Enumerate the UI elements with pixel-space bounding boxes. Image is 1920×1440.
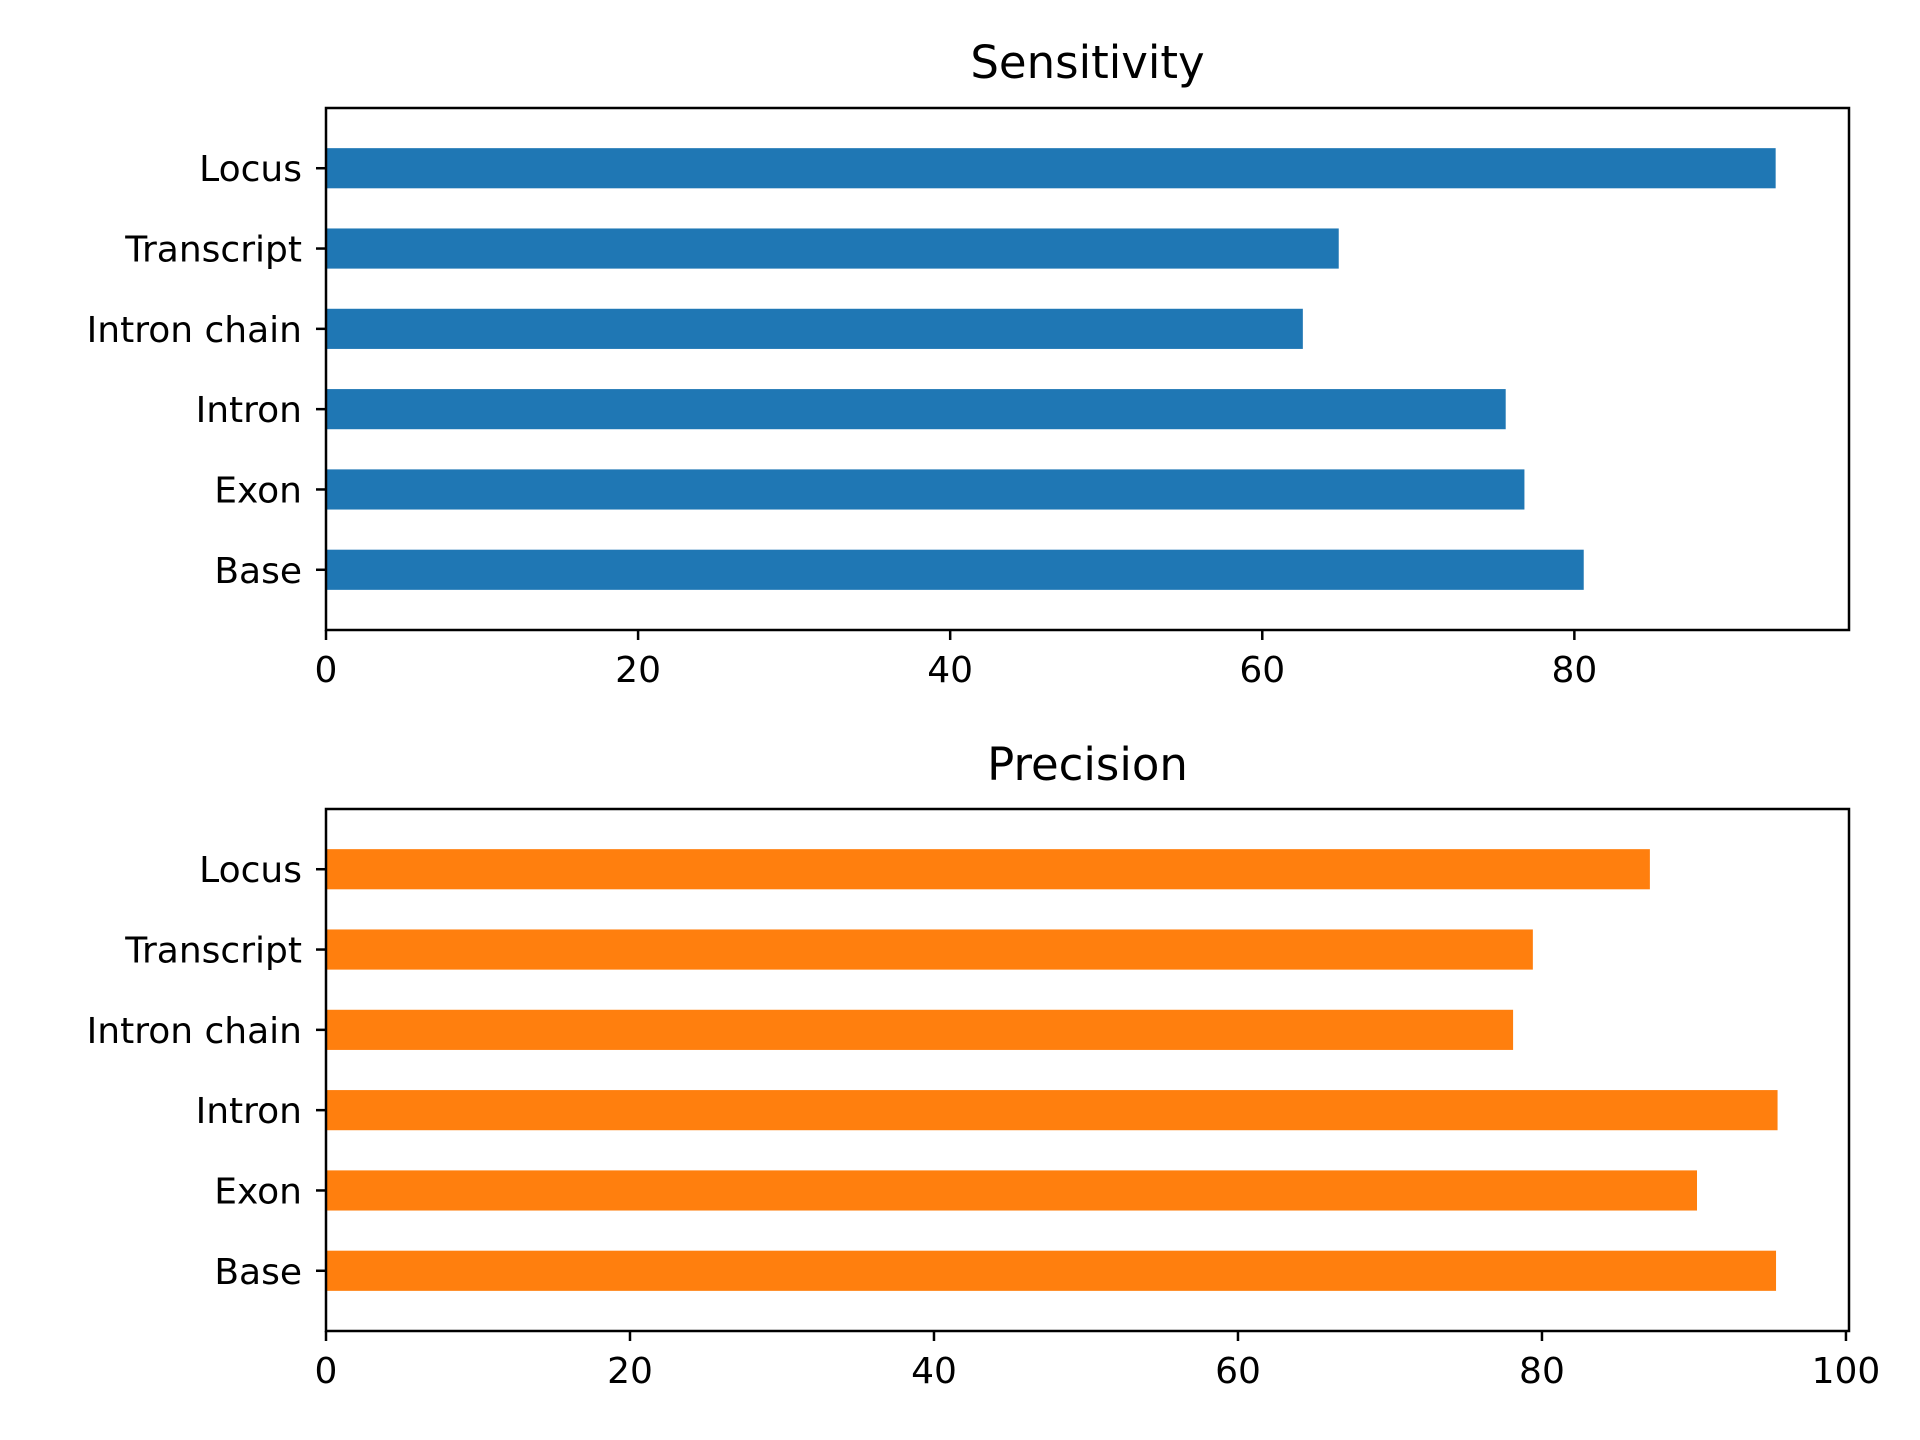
sensitivity-chart-title: Sensitivity — [970, 36, 1204, 89]
precision-bar-locus — [326, 849, 1650, 890]
precision-y-tick-label-base: Base — [214, 1252, 302, 1293]
sensitivity-bar-exon — [326, 469, 1525, 510]
precision-y-tick-label-intron-chain: Intron chain — [87, 1011, 302, 1052]
precision-bar-transcript — [326, 929, 1533, 970]
sensitivity-x-tick-label-60: 60 — [1239, 650, 1285, 691]
sensitivity-y-tick-label-intron-chain: Intron chain — [87, 310, 302, 351]
precision-bar-exon — [326, 1170, 1698, 1211]
sensitivity-x-tick-label-20: 20 — [615, 650, 661, 691]
precision-bar-base — [326, 1250, 1777, 1291]
precision-y-tick-label-locus: Locus — [199, 850, 302, 891]
precision-x-tick-label-100: 100 — [1812, 1351, 1881, 1392]
sensitivity-x-tick-label-0: 0 — [315, 650, 338, 691]
precision-x-tick-label-20: 20 — [607, 1351, 653, 1392]
precision-x-tick-label-60: 60 — [1215, 1351, 1261, 1392]
sensitivity-y-tick-label-exon: Exon — [214, 470, 302, 511]
precision-y-tick-label-transcript: Transcript — [124, 931, 302, 972]
sensitivity-bar-transcript — [326, 228, 1339, 269]
precision-axes-frame — [324, 807, 1851, 1333]
precision-y-tick-label-intron: Intron — [196, 1091, 302, 1132]
sensitivity-panel: Sensitivity Base Exon Intron Intron chain Tra… — [87, 36, 1851, 691]
sensitivity-bar-intron — [326, 389, 1506, 430]
precision-panel: Precision Base Exon Intron Intron chain Trans… — [87, 738, 1881, 1392]
precision-x-tick-label-40: 40 — [911, 1351, 957, 1392]
precision-bar-intron — [326, 1090, 1778, 1131]
precision-bar-intron-chain — [326, 1009, 1514, 1050]
sensitivity-y-tick-label-locus: Locus — [199, 149, 302, 190]
sensitivity-y-tick-label-base: Base — [214, 551, 302, 592]
sensitivity-axes-frame — [324, 106, 1851, 632]
sensitivity-bar-intron-chain — [326, 308, 1303, 349]
sensitivity-bar-base — [326, 549, 1584, 590]
sensitivity-x-tick-label-80: 80 — [1551, 650, 1597, 691]
sensitivity-y-tick-label-transcript: Transcript — [124, 230, 302, 271]
sensitivity-x-tick-label-40: 40 — [927, 650, 973, 691]
precision-chart-title: Precision — [987, 738, 1188, 791]
sensitivity-y-tick-label-intron: Intron — [196, 390, 302, 431]
sensitivity-bar-locus — [326, 148, 1776, 189]
precision-y-tick-label-exon: Exon — [214, 1171, 302, 1212]
precision-x-tick-label-0: 0 — [315, 1351, 338, 1392]
precision-x-tick-label-80: 80 — [1519, 1351, 1565, 1392]
